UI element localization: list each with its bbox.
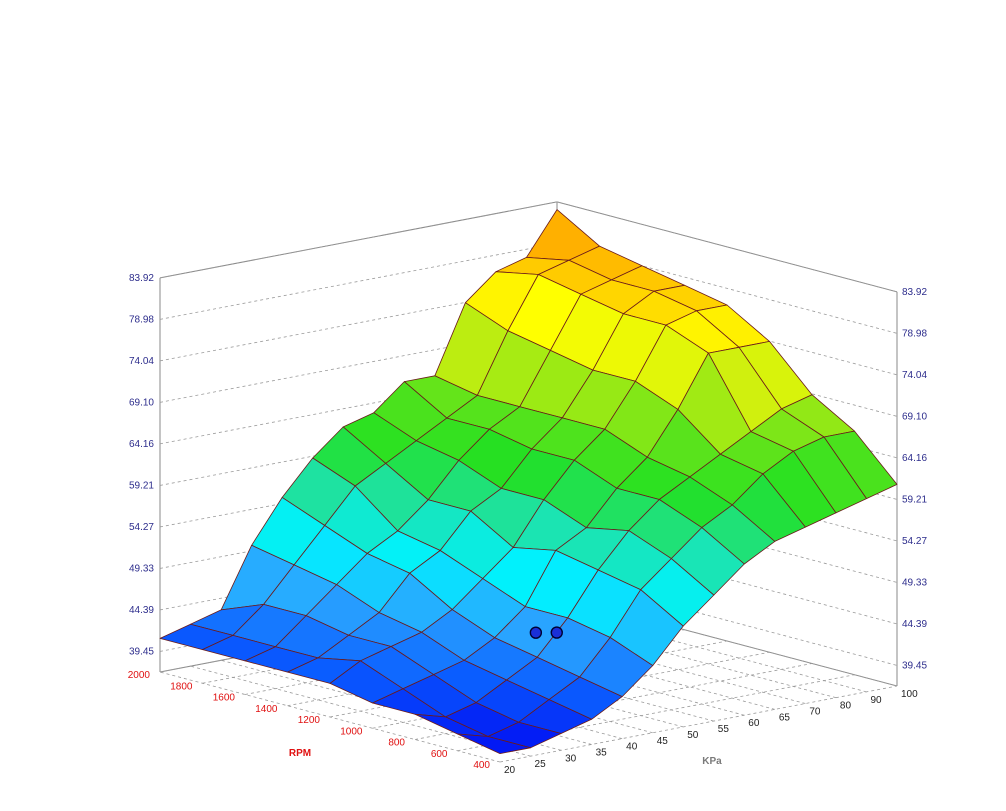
z-tick-label-right: 64.16 (902, 453, 927, 464)
z-tick-label-right: 69.10 (902, 411, 927, 422)
rpm-tick-label: 1000 (340, 726, 363, 737)
kpa-tick-label: 60 (748, 718, 760, 729)
operating-point-marker (529, 626, 543, 639)
z-gridline (159, 242, 558, 320)
kpa-tick-label: 90 (870, 695, 882, 706)
kpa-axis-title: KPa (702, 756, 722, 767)
z-tick-label-right: 83.92 (902, 287, 927, 298)
kpa-tick-label: 35 (596, 747, 608, 758)
z-tick-label-left: 44.39 (129, 605, 154, 616)
floor-gridline (499, 685, 898, 763)
z-tick-label-left: 78.98 (129, 314, 154, 325)
rpm-tick-label: 1800 (170, 681, 193, 692)
z-tick-label-left: 69.10 (129, 397, 154, 408)
kpa-tick-label: 20 (504, 765, 516, 776)
z-tick-label-right: 54.27 (902, 536, 927, 547)
z-tick-label-right: 74.04 (902, 370, 927, 381)
z-tick-label-left: 83.92 (129, 273, 154, 284)
kpa-tick-label: 40 (626, 742, 638, 753)
rpm-tick-label: 600 (431, 749, 448, 760)
operating-point-markers (529, 626, 563, 639)
z-tick-label-right: 44.39 (902, 619, 927, 630)
surface-mesh (159, 209, 898, 754)
z-tick-label-right: 39.45 (902, 660, 927, 671)
kpa-tick-label: 55 (718, 724, 730, 735)
kpa-tick-label: 70 (809, 707, 821, 718)
z-tick-label-left: 39.45 (129, 646, 154, 657)
z-tick-label-right: 78.98 (902, 328, 927, 339)
rpm-tick-label: 2000 (128, 670, 151, 681)
kpa-tick-label: 30 (565, 753, 577, 764)
z-gridline (159, 201, 558, 279)
kpa-tick-label: 100 (901, 689, 918, 700)
z-gridline (556, 201, 898, 293)
z-tick-label-left: 64.16 (129, 439, 154, 450)
z-tick-label-left: 59.21 (129, 480, 154, 491)
rpm-tick-label: 1200 (298, 715, 321, 726)
surface-cell (457, 733, 531, 754)
z-tick-label-right: 49.33 (902, 577, 927, 588)
kpa-tick-label: 80 (840, 701, 852, 712)
z-gridline (556, 575, 898, 666)
rpm-tick-label: 800 (388, 738, 405, 749)
kpa-tick-label: 25 (535, 759, 547, 770)
rpm-tick-label: 400 (473, 760, 490, 771)
rpm-axis-title: RPM (289, 748, 311, 759)
kpa-tick-label: 45 (657, 736, 669, 747)
z-tick-label-left: 74.04 (129, 356, 154, 367)
z-gridline (556, 242, 898, 334)
z-tick-label-right: 59.21 (902, 494, 927, 505)
kpa-tick-label: 50 (687, 730, 699, 741)
operating-point-marker (550, 626, 563, 639)
z-tick-label-left: 54.27 (129, 522, 154, 533)
rpm-tick-label: 1600 (213, 693, 236, 704)
rpm-tick-label: 1400 (255, 704, 278, 715)
axis-labels: 39.45 39.45 44.39 44.39 49.33 49.33 54.27 54.27… (128, 273, 928, 776)
z-tick-label-left: 49.33 (129, 563, 154, 574)
kpa-tick-label: 65 (779, 712, 791, 723)
